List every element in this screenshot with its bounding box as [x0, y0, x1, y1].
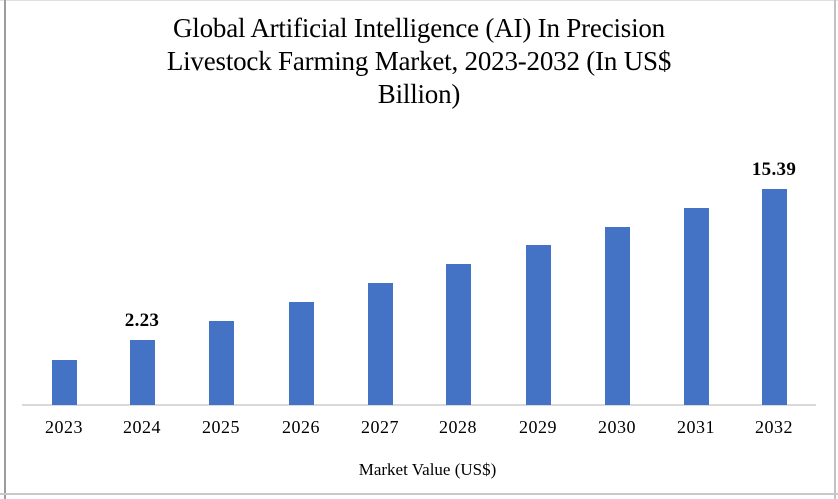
- x-axis-label-2032: 2032: [755, 417, 793, 437]
- bar-2025: [208, 321, 234, 405]
- frame-right: [834, 0, 836, 499]
- data-label-2032: 15.39: [751, 159, 797, 180]
- chart-title-line-1: Global Artificial Intelligence (AI) In P…: [173, 13, 665, 43]
- chart-title: Global Artificial Intelligence (AI) In P…: [0, 12, 838, 111]
- x-axis-label-2026: 2026: [282, 417, 320, 437]
- x-axis-label-2030: 2030: [598, 417, 636, 437]
- bar-2031: [683, 208, 709, 405]
- x-axis-label-2023: 2023: [45, 417, 83, 437]
- legend-label: Market Value (US$): [358, 460, 497, 479]
- bar-2029: [525, 245, 551, 405]
- legend: Market Value (US$): [0, 458, 838, 482]
- bar-2032: [761, 189, 787, 405]
- chart-title-line-2: Livestock Farming Market, 2023-2032 (In …: [166, 46, 672, 76]
- bar-2030: [604, 227, 630, 405]
- x-axis-line: [22, 404, 816, 406]
- data-label-2024: 2.23: [124, 310, 160, 331]
- x-axis-label-2031: 2031: [677, 417, 715, 437]
- x-axis-label-2028: 2028: [439, 417, 477, 437]
- frame-bottom: [0, 493, 838, 495]
- legend-marker-icon: [342, 464, 354, 476]
- x-axis-label-2027: 2027: [361, 417, 399, 437]
- bar-2028: [445, 264, 471, 405]
- bar-2027: [367, 283, 393, 405]
- x-axis-label-2025: 2025: [202, 417, 240, 437]
- bar-2024: [129, 340, 155, 405]
- chart-title-line-3: Billion): [377, 79, 461, 109]
- x-axis-label-2029: 2029: [519, 417, 557, 437]
- frame-top: [0, 0, 838, 1]
- frame-left: [4, 0, 6, 499]
- bar-2023: [51, 360, 77, 405]
- x-axis-label-2024: 2024: [123, 417, 161, 437]
- bar-2026: [288, 302, 314, 405]
